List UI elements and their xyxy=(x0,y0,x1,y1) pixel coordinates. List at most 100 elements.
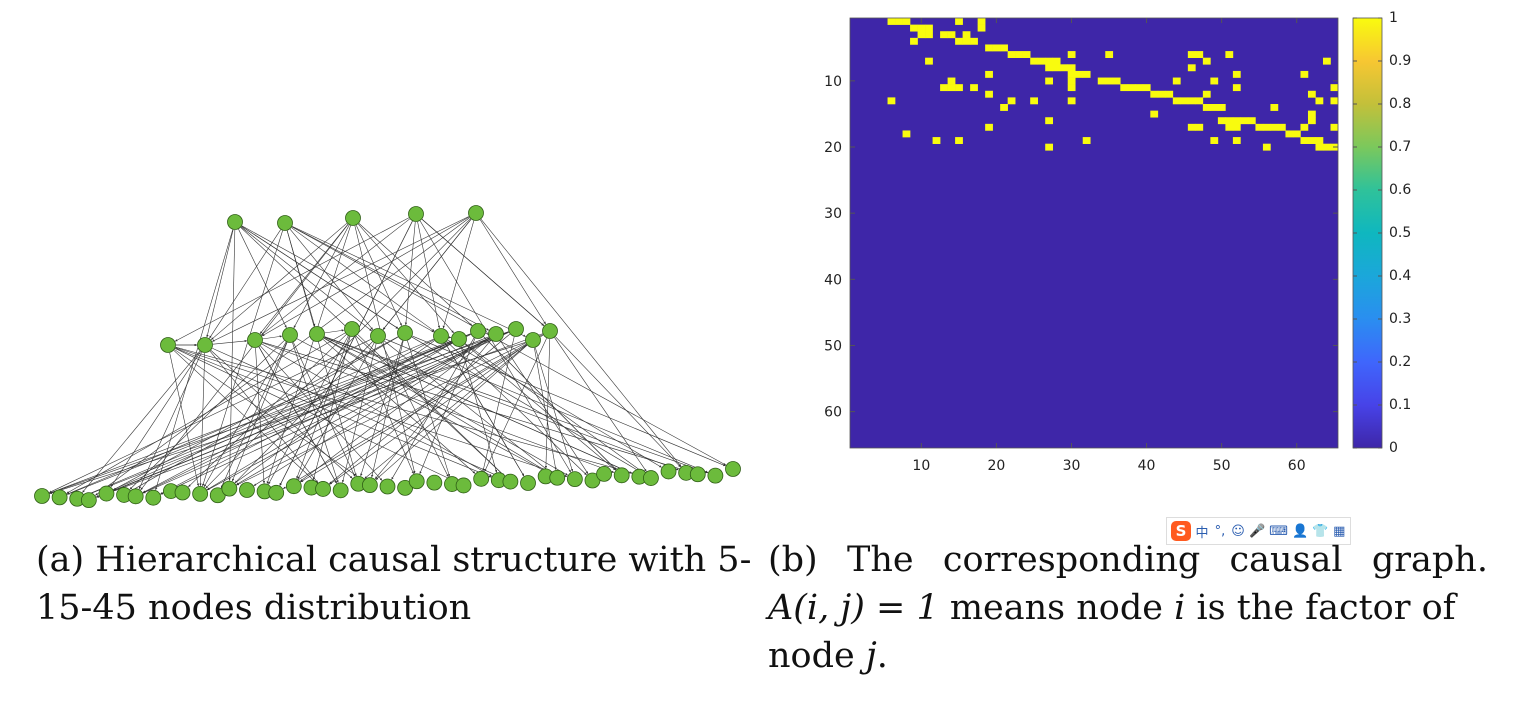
graph-edge xyxy=(421,219,545,326)
heatmap-cell xyxy=(992,44,1001,52)
heatmap-cell xyxy=(1210,137,1219,144)
heatmap-cell xyxy=(977,18,986,25)
graph-edge xyxy=(142,339,435,493)
graph-edge xyxy=(261,218,410,336)
heatmap-cell xyxy=(1180,97,1189,105)
heatmap-cell xyxy=(1045,57,1054,65)
graph-edge xyxy=(236,334,543,486)
graph-edge xyxy=(142,331,509,494)
ime-toolbar[interactable]: S 中 °, ☺ 🎤 ⌨ 👤 👕 ▦ xyxy=(1166,517,1352,545)
ime-microphone-icon[interactable]: 🎤 xyxy=(1249,523,1266,539)
graph-edge xyxy=(358,223,454,334)
graph-node-layer-2 xyxy=(247,332,263,348)
x-tick-label: 20 xyxy=(987,458,1005,474)
graph-node-layer-3 xyxy=(426,474,443,491)
graph-node-layer-3 xyxy=(549,469,566,486)
graph-edge xyxy=(82,350,201,493)
graph-edge xyxy=(324,336,633,474)
heatmap-cell xyxy=(1060,64,1069,72)
graph-node-layer-2 xyxy=(370,328,386,344)
graph-node-layer-3 xyxy=(379,478,396,495)
graph-node-layer-3 xyxy=(408,473,425,490)
heatmap-cell xyxy=(925,24,933,32)
heatmap-cell xyxy=(1157,90,1166,98)
heatmap-cell xyxy=(1150,110,1159,118)
graph-edge xyxy=(262,342,691,473)
heatmap-cell xyxy=(947,77,956,85)
graph-node-layer-2 xyxy=(282,327,298,343)
graph-node-layer-1 xyxy=(408,206,424,222)
ime-skin-icon[interactable]: 👕 xyxy=(1312,523,1329,539)
heatmap-cell xyxy=(1120,84,1129,92)
graph-edge xyxy=(535,347,574,472)
heatmap-cell xyxy=(1067,51,1076,58)
heatmap-cell xyxy=(1052,64,1061,72)
graph-edge xyxy=(292,342,339,483)
graph-node-layer-3 xyxy=(643,470,659,486)
graph-edge xyxy=(155,229,234,491)
heatmap-cell xyxy=(1082,70,1091,78)
colorbar-tick-label: 0.8 xyxy=(1389,96,1411,112)
heatmap-cell xyxy=(1330,84,1339,92)
heatmap-cell xyxy=(1112,77,1121,85)
heatmap-cell xyxy=(887,18,896,25)
graph-node-layer-3 xyxy=(192,485,209,502)
heatmap-cell xyxy=(1022,51,1031,58)
caption-b-word: causal xyxy=(1229,540,1343,580)
heatmap-cell xyxy=(1315,137,1324,144)
heatmap-cell xyxy=(1187,97,1196,105)
ime-user-icon[interactable]: 👤 xyxy=(1291,523,1309,539)
y-tick-label: 30 xyxy=(824,206,842,222)
graph-edge xyxy=(113,336,399,491)
graph-node-layer-3 xyxy=(239,482,255,498)
ime-emoji-icon[interactable]: ☺ xyxy=(1231,523,1245,539)
ime-logo-icon[interactable]: S xyxy=(1171,521,1191,541)
graph-edge xyxy=(360,340,403,477)
graph-node-layer-2 xyxy=(542,323,558,339)
heatmap-cell xyxy=(985,44,993,52)
graph-edge xyxy=(258,346,337,484)
heatmap-cell xyxy=(1217,117,1226,125)
colorbar-tick-label: 0.2 xyxy=(1389,354,1411,370)
heatmap-cell xyxy=(1232,70,1241,78)
graph-edge xyxy=(261,216,470,337)
graph-edge xyxy=(238,229,287,328)
graph-edge xyxy=(212,339,248,345)
graph-node-layer-3 xyxy=(221,480,238,497)
graph-edge xyxy=(169,352,200,487)
graph-node-layer-1 xyxy=(345,210,361,226)
graph-edge xyxy=(262,342,615,473)
heatmap-cell xyxy=(1210,104,1219,111)
heatmap-cell xyxy=(917,24,926,32)
graph-edge xyxy=(534,347,557,470)
heatmap-cell xyxy=(1322,57,1331,65)
graph-edge xyxy=(253,337,490,487)
graph-edge xyxy=(374,339,492,480)
ime-menu-icon[interactable]: ▦ xyxy=(1333,523,1346,539)
graph-edge xyxy=(460,346,498,473)
graph-edge xyxy=(323,337,551,474)
ime-punctuation-icon[interactable]: °, xyxy=(1214,523,1226,539)
graph-node-layer-2 xyxy=(451,331,467,347)
adjacency-heatmap: 10 20 30 40 50 60 10 20 30 40 50 60 0 0.1 0.2 0.3 0.4 0.… xyxy=(824,10,1411,474)
graph-node-layer-3 xyxy=(520,475,536,491)
graph-edge xyxy=(266,225,351,484)
heatmap-cell xyxy=(1067,97,1076,105)
heatmap-cell xyxy=(947,84,956,92)
ime-keyboard-icon[interactable]: ⌨ xyxy=(1269,523,1288,539)
graph-edge xyxy=(202,230,283,487)
heatmap-cell xyxy=(1030,57,1038,65)
graph-node-layer-3 xyxy=(80,492,97,509)
heatmap-cell xyxy=(962,31,971,39)
heatmap-cell xyxy=(1202,90,1211,98)
ime-chinese-mode-icon[interactable]: 中 xyxy=(1195,525,1209,541)
heatmap-cell xyxy=(985,90,993,98)
heatmap-cell xyxy=(1247,117,1256,125)
graph-node-layer-3 xyxy=(127,488,144,505)
heatmap-cell xyxy=(970,37,978,45)
graph-node-layer-3 xyxy=(689,466,706,483)
graph-edge xyxy=(206,229,234,338)
graph-edge xyxy=(210,350,353,479)
colorbar-tick-label: 0.7 xyxy=(1389,139,1411,155)
graph-edge xyxy=(279,221,413,486)
